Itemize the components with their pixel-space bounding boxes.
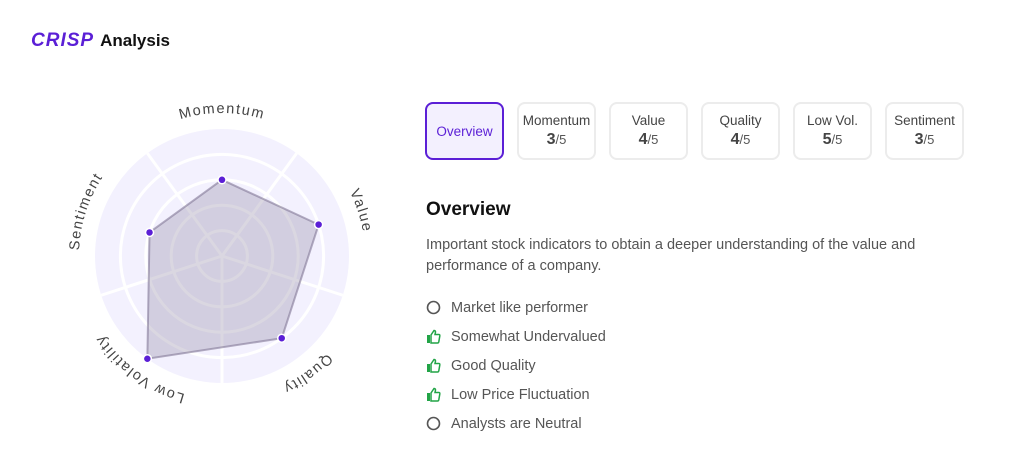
- thumbs-up-icon: [426, 387, 441, 402]
- tab-label: Value: [631, 113, 666, 128]
- tab-score: 4/5: [638, 131, 659, 148]
- tab-bar: Overview Momentum 3/5 Value 4/5 Quality 4/5…: [425, 102, 964, 160]
- tab-label: Overview: [436, 123, 493, 139]
- section-title: Overview: [426, 199, 511, 220]
- list-item-text: Market like performer: [451, 299, 588, 316]
- thumbs-up-icon: [426, 329, 441, 344]
- indicator-list: Market like performer Somewhat Undervalue…: [426, 293, 606, 438]
- thumbs-up-icon: [426, 358, 441, 373]
- radar-point: [313, 219, 324, 230]
- axis-label: Momentum: [177, 101, 266, 123]
- tab-overview[interactable]: Overview: [425, 102, 504, 160]
- list-item: Good Quality: [426, 351, 606, 380]
- radar-point: [142, 353, 153, 364]
- radar-point: [276, 333, 287, 343]
- list-item-text: Somewhat Undervalued: [451, 328, 606, 345]
- tab-value[interactable]: Value 4/5: [609, 102, 688, 160]
- radar-point: [217, 175, 227, 185]
- list-item: Market like performer: [426, 293, 606, 322]
- tab-label: Quality: [719, 113, 762, 128]
- tab-low-vol[interactable]: Low Vol. 5/5: [793, 102, 872, 160]
- radar-spoke: [220, 152, 298, 257]
- radar-spoke: [221, 254, 344, 297]
- axis-label: Value: [346, 187, 375, 234]
- tab-score: 5/5: [822, 131, 843, 148]
- list-item-text: Low Price Fluctuation: [451, 386, 590, 403]
- tab-label: Sentiment: [894, 113, 955, 128]
- tab-momentum[interactable]: Momentum 3/5: [517, 102, 596, 160]
- list-item: Low Price Fluctuation: [426, 380, 606, 409]
- tab-sentiment[interactable]: Sentiment 3/5: [885, 102, 964, 160]
- circle-icon: [426, 416, 441, 431]
- radar-spoke: [146, 152, 224, 257]
- circle-icon: [426, 300, 441, 315]
- list-item-text: Good Quality: [451, 357, 536, 374]
- list-item: Somewhat Undervalued: [426, 322, 606, 351]
- list-item: Analysts are Neutral: [426, 409, 606, 438]
- tab-label: Momentum: [522, 113, 591, 128]
- tab-score: 3/5: [914, 131, 935, 148]
- logo: CRISP Analysis: [31, 30, 170, 52]
- section-description: Important stock indicators to obtain a d…: [426, 237, 916, 274]
- radar-spoke: [100, 254, 223, 297]
- tab-score: 3/5: [546, 131, 567, 148]
- tab-quality[interactable]: Quality 4/5: [701, 102, 780, 160]
- brand-logo: CRISP: [31, 30, 95, 51]
- tab-label: Low Vol.: [806, 113, 859, 128]
- radar-point: [144, 227, 155, 238]
- radar-area: [146, 178, 320, 360]
- list-item-text: Analysts are Neutral: [451, 415, 582, 432]
- tab-score: 4/5: [730, 131, 751, 148]
- app-title: Analysis: [100, 31, 171, 50]
